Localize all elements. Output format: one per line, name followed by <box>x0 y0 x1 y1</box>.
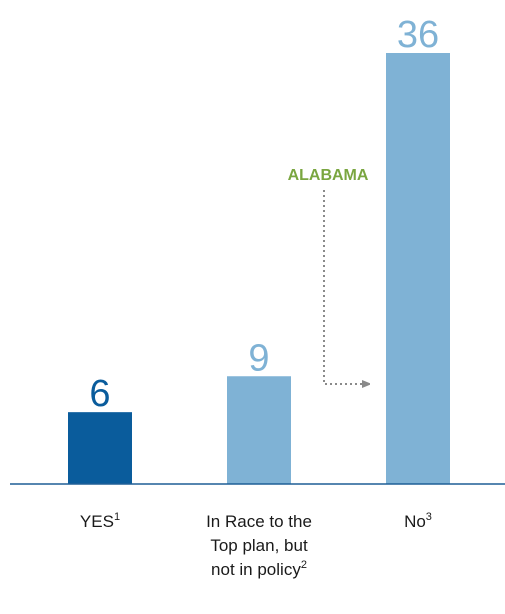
category-label-1-line-1: YES1 <box>80 511 120 531</box>
category-label-text: In Race to the <box>206 512 312 531</box>
footnote-marker: 2 <box>301 559 307 571</box>
bar-2 <box>227 376 291 484</box>
value-labels-group: 6 9 36 <box>89 14 439 415</box>
category-label-text: No <box>404 512 426 531</box>
value-label-1: 6 <box>89 373 110 415</box>
category-label-2-line-3: not in policy2 <box>211 559 307 579</box>
footnote-marker: 3 <box>426 511 432 523</box>
bar-3 <box>386 53 450 484</box>
category-label-text: not in policy <box>211 560 301 579</box>
bar-1 <box>68 412 132 484</box>
value-label-2: 9 <box>248 337 269 379</box>
annotation-group: ALABAMA <box>288 167 369 384</box>
annotation-arrow <box>323 190 362 384</box>
category-label-text: Top plan, but <box>210 536 308 555</box>
category-labels-group: YES1 In Race to the Top plan, but not in po… <box>80 511 432 579</box>
footnote-marker: 1 <box>114 511 120 523</box>
annotation-label: ALABAMA <box>288 167 369 184</box>
category-label-2-line-2: Top plan, but <box>210 536 308 555</box>
category-label-3-line-1: No3 <box>404 511 432 531</box>
category-label-text: YES <box>80 512 114 531</box>
value-label-3: 36 <box>397 14 439 56</box>
category-label-2-line-1: In Race to the <box>206 512 312 531</box>
bars-group <box>68 53 450 484</box>
